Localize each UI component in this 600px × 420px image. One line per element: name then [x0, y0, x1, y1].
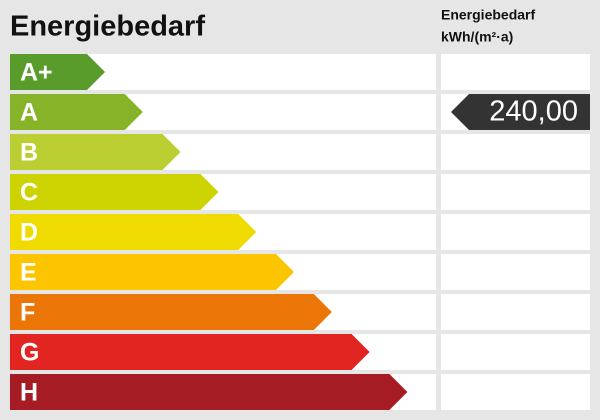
class-label: C [20, 179, 38, 207]
row-right [441, 374, 590, 410]
row-right [441, 294, 590, 330]
row-right [441, 254, 590, 290]
class-arrow [10, 174, 219, 210]
class-arrow [10, 134, 181, 170]
row-right [441, 334, 590, 370]
row-right [441, 54, 590, 90]
class-label: H [20, 379, 38, 407]
class-label: G [20, 339, 39, 367]
title: Energiebedarf [10, 11, 205, 43]
column-title: Energiebedarf [441, 7, 535, 23]
class-label: D [20, 219, 38, 247]
class-label: B [20, 139, 38, 167]
class-label: A [20, 99, 38, 127]
class-arrow [10, 294, 332, 330]
row-right [441, 174, 590, 210]
unit: kWh/(m²·a) [441, 29, 513, 45]
row-right [441, 134, 590, 170]
class-arrow [10, 94, 143, 130]
class-arrow [10, 374, 408, 410]
class-label: E [20, 259, 37, 287]
indicator-value: 240,00 [489, 96, 578, 128]
row-right [441, 214, 590, 250]
class-label: A+ [20, 59, 53, 87]
class-label: F [20, 299, 35, 327]
class-arrow [10, 254, 294, 290]
class-arrow [10, 54, 105, 90]
class-arrow [10, 334, 370, 370]
class-arrow [10, 214, 257, 250]
indicator-arrow [451, 94, 590, 130]
